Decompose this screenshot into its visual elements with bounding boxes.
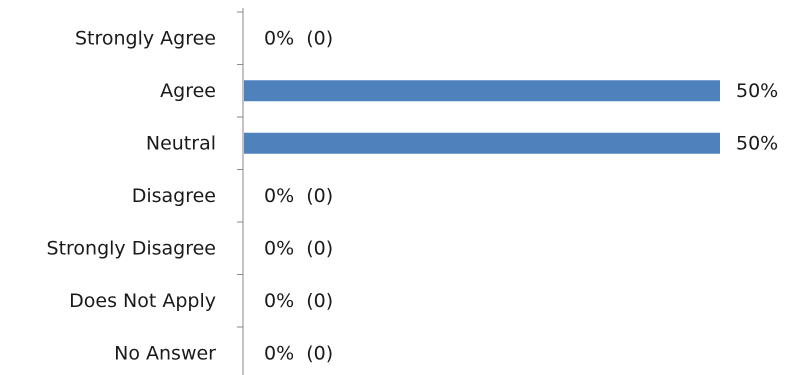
bar xyxy=(244,80,720,102)
category-label: Strongly Disagree xyxy=(47,237,216,259)
value-label: 0% (0) xyxy=(264,27,333,49)
chart-labels: Strongly Agree 0% (0) Agree 50% Neutral 50% Di… xyxy=(47,27,779,364)
category-label: Strongly Agree xyxy=(75,27,216,49)
value-label: 0% (0) xyxy=(264,185,333,207)
category-label: No Answer xyxy=(114,342,216,364)
value-label: 50% xyxy=(736,132,778,154)
category-label: Disagree xyxy=(132,185,216,207)
chart-bars xyxy=(244,80,720,154)
category-label: Neutral xyxy=(146,132,216,154)
bar xyxy=(244,132,720,154)
category-label: Does Not Apply xyxy=(69,290,216,312)
category-label: Agree xyxy=(160,80,216,102)
chart-axis xyxy=(237,8,244,375)
value-label: 50% xyxy=(736,80,778,102)
value-label: 0% (0) xyxy=(264,342,333,364)
value-label: 0% (0) xyxy=(264,290,333,312)
value-label: 0% (0) xyxy=(264,237,333,259)
